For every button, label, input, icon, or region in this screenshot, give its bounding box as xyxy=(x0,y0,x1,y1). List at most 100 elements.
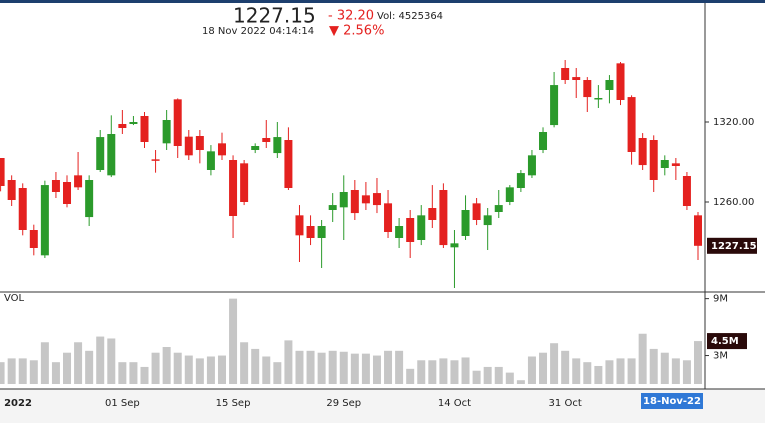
volume-bar xyxy=(682,360,691,384)
candle-body xyxy=(605,80,614,90)
candle-body xyxy=(406,218,415,242)
candle-body xyxy=(151,159,160,161)
candle-body xyxy=(328,205,337,210)
volume-bar xyxy=(328,350,337,384)
volume-bar xyxy=(472,370,481,384)
x-label-highlight xyxy=(641,393,703,409)
candle-body xyxy=(240,163,249,202)
candle-body xyxy=(527,155,536,176)
volume-bar xyxy=(483,366,492,384)
volume-bar xyxy=(638,333,647,384)
y-tick-label: 1320.00 xyxy=(713,117,754,128)
candle-body xyxy=(295,215,304,236)
volume-bar xyxy=(240,342,249,384)
candle-body xyxy=(616,63,625,100)
candle-body xyxy=(350,190,359,214)
volume-bar xyxy=(494,366,503,384)
x-tick-label: 15 Sep xyxy=(216,398,251,409)
candle-body xyxy=(682,176,691,206)
y-tick-label: 1260.00 xyxy=(713,197,754,208)
volume-bar xyxy=(63,352,72,384)
candle-body xyxy=(660,160,669,168)
volume-bar xyxy=(516,380,525,384)
candle-body xyxy=(384,203,393,232)
candle-body xyxy=(472,203,481,220)
volume-bar xyxy=(273,362,282,384)
candle-body xyxy=(439,190,448,246)
volume-bar xyxy=(605,360,614,384)
candle-body xyxy=(483,215,492,226)
candle-body xyxy=(561,68,570,80)
volume-bar xyxy=(96,336,105,384)
volume-bar xyxy=(262,356,271,384)
volume-tick-label: 9M xyxy=(713,294,728,305)
candle-body xyxy=(229,160,238,216)
candle-body xyxy=(140,116,149,142)
candle-body xyxy=(7,180,16,200)
candle-body xyxy=(649,140,658,180)
candle-body xyxy=(395,226,404,238)
candle-body xyxy=(63,182,72,204)
volume-bar xyxy=(372,355,381,384)
volume-bar xyxy=(229,298,238,384)
volume-bar xyxy=(406,368,415,384)
candle-body xyxy=(262,138,271,142)
candle-body xyxy=(40,185,49,256)
candle-body xyxy=(85,180,94,218)
candle-body xyxy=(306,226,315,238)
candle-body xyxy=(173,99,182,146)
candle-body xyxy=(107,134,116,176)
candle-body xyxy=(372,193,381,206)
volume-bar xyxy=(428,360,437,384)
candle-body xyxy=(638,138,647,166)
volume-bar xyxy=(395,350,404,384)
volume-bar xyxy=(572,358,581,384)
volume-bar xyxy=(129,362,138,384)
x-tick-label: 29 Sep xyxy=(326,398,361,409)
volume-bar xyxy=(29,360,38,384)
volume-bar xyxy=(384,350,393,384)
volume-bar xyxy=(527,356,536,384)
volume-bar xyxy=(539,352,548,384)
volume-bar xyxy=(671,358,680,384)
candle-body xyxy=(273,137,282,154)
top-border xyxy=(0,0,765,3)
candle-body xyxy=(129,122,138,124)
candle-body xyxy=(627,97,636,152)
volume-bar xyxy=(184,355,193,384)
volume-bar xyxy=(561,350,570,384)
volume-bar xyxy=(295,350,304,384)
current-volume-label: 4.5M xyxy=(711,336,739,347)
volume-bar xyxy=(7,358,16,384)
x-axis-strip xyxy=(0,389,765,423)
candle-body xyxy=(428,208,437,220)
volume-bar xyxy=(461,357,470,384)
candle-body xyxy=(18,188,27,230)
candle-body xyxy=(694,215,702,246)
volume-bar xyxy=(107,338,116,384)
candle-body xyxy=(184,136,193,156)
candle-body xyxy=(671,163,680,166)
volume-bar xyxy=(217,355,226,384)
candle-body xyxy=(74,175,83,188)
candle-body xyxy=(96,137,105,170)
candle-body xyxy=(594,98,603,100)
volume-bar xyxy=(660,352,669,384)
volume-bar xyxy=(583,362,592,384)
header-change: - 32.20 xyxy=(328,9,374,24)
candle-body xyxy=(51,180,60,192)
volume-bar xyxy=(284,340,293,384)
volume-bar xyxy=(361,353,370,384)
volume-bar xyxy=(439,358,448,384)
volume-bar xyxy=(417,360,426,384)
candle-body xyxy=(317,226,326,238)
candle-body xyxy=(206,151,215,170)
volume-bar xyxy=(40,342,49,384)
x-tick-label: 31 Oct xyxy=(549,398,582,409)
volume-bar xyxy=(74,342,83,384)
volume-bar xyxy=(649,348,658,384)
volume-bar xyxy=(51,362,60,384)
volume-bar xyxy=(162,347,171,384)
